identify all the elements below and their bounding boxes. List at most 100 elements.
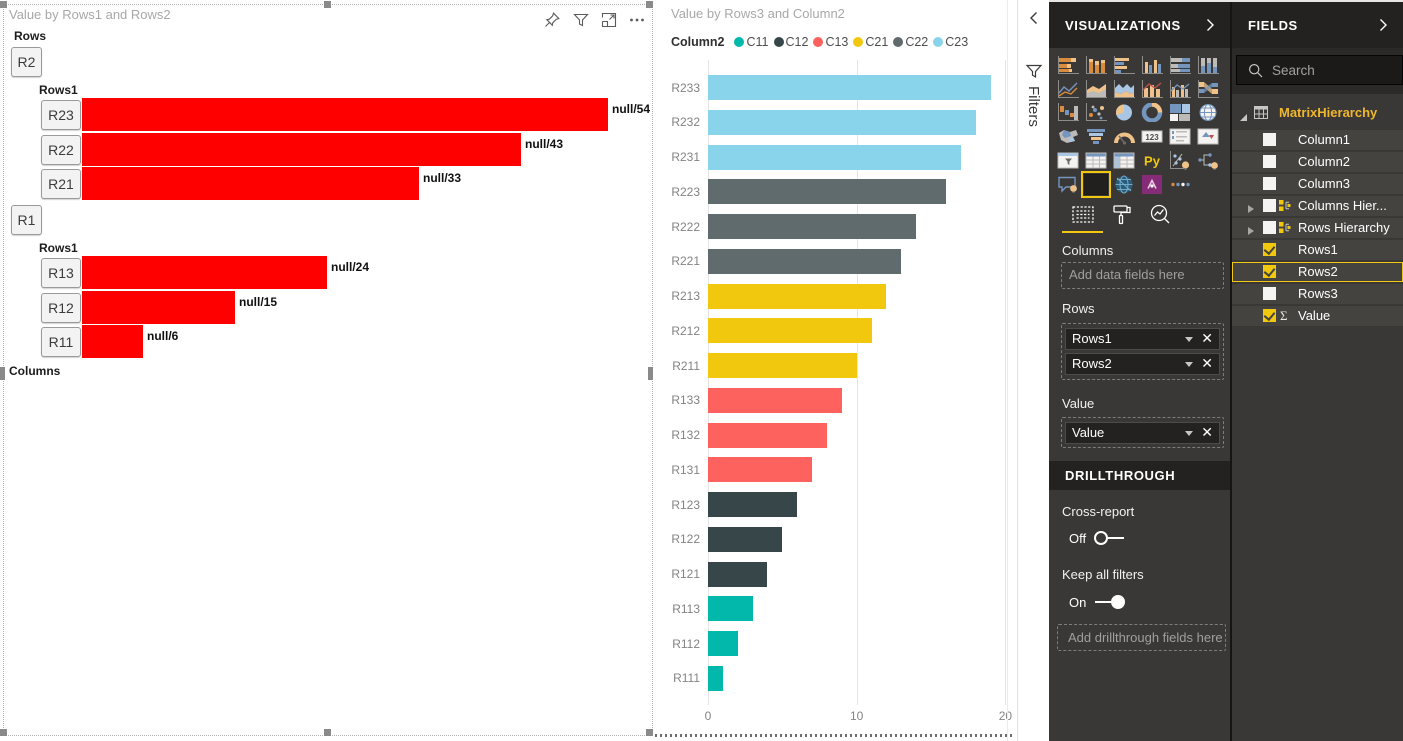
collapse-fields-chevron-icon[interactable]: [1375, 17, 1391, 33]
collapse-visualizations-chevron-icon[interactable]: [1202, 17, 1218, 33]
bar-R11[interactable]: [82, 325, 143, 359]
resize-handle-middle-right[interactable]: [648, 367, 653, 380]
legend-item-C21[interactable]: C21: [853, 35, 888, 49]
line-and-stacked-column-chart-icon[interactable]: [1140, 79, 1164, 100]
bar-R22[interactable]: [82, 132, 521, 166]
focus-mode-icon[interactable]: [601, 12, 617, 28]
python-visual-icon[interactable]: Py: [1140, 150, 1164, 171]
more-options-icon[interactable]: [629, 12, 645, 28]
drillthrough-fields-well[interactable]: Add drillthrough fields here: [1057, 624, 1226, 651]
bar-R113[interactable]: [708, 596, 753, 622]
area-chart-icon[interactable]: [1084, 79, 1108, 100]
stacked-column-chart-icon[interactable]: [1084, 55, 1108, 76]
bar-R111[interactable]: [708, 665, 723, 691]
legend-item-C12[interactable]: C12: [773, 35, 808, 49]
pie-chart-icon[interactable]: [1112, 102, 1136, 123]
key-influencers-icon[interactable]: [1168, 150, 1192, 171]
pill-remove-icon[interactable]: ✕: [1201, 424, 1213, 440]
bar-R221[interactable]: [708, 248, 902, 274]
field-checkbox[interactable]: [1263, 177, 1276, 190]
pill-remove-icon[interactable]: ✕: [1201, 330, 1213, 346]
table-node[interactable]: MatrixHierarchy: [1232, 102, 1403, 124]
field-row-Rows2[interactable]: Rows2: [1232, 262, 1403, 282]
bar-R133[interactable]: [708, 387, 842, 413]
field-checkbox[interactable]: [1263, 221, 1276, 234]
filter-icon[interactable]: [573, 12, 589, 28]
bar-R233[interactable]: [708, 75, 991, 100]
clustered-column-chart-icon[interactable]: [1140, 55, 1164, 76]
pin-icon[interactable]: [544, 11, 561, 28]
slicer-icon[interactable]: [1056, 150, 1080, 171]
category-button-R13[interactable]: R13: [41, 258, 81, 288]
card-icon[interactable]: 123: [1140, 126, 1164, 147]
bar-R23[interactable]: [82, 98, 608, 131]
bar-R121[interactable]: [708, 561, 768, 587]
table-expander-icon[interactable]: [1239, 109, 1248, 127]
resize-handle-bottom-left[interactable]: [0, 729, 7, 736]
arcgis-map-icon[interactable]: [1112, 174, 1136, 195]
matrix-icon[interactable]: [1112, 150, 1136, 171]
bar-R232[interactable]: [708, 109, 976, 135]
bar-R211[interactable]: [708, 353, 857, 378]
field-expander-icon[interactable]: [1247, 201, 1255, 219]
field-pill-Value[interactable]: Value ✕: [1065, 422, 1220, 444]
field-row-Column3[interactable]: Column3: [1232, 174, 1403, 194]
columns-field-well[interactable]: Add data fields here: [1061, 262, 1224, 289]
field-pill-Rows1[interactable]: Rows1 ✕: [1065, 328, 1220, 350]
category-button-R23[interactable]: R23: [41, 100, 81, 130]
bar-R13[interactable]: [82, 256, 327, 289]
bar-R12[interactable]: [82, 290, 235, 324]
rows-field-well[interactable]: Rows1 ✕ Rows2 ✕: [1061, 323, 1224, 380]
bar-R231[interactable]: [708, 144, 961, 170]
legend-item-C13[interactable]: C13: [813, 35, 848, 49]
line-chart-icon[interactable]: [1056, 79, 1080, 100]
field-expander-icon[interactable]: [1247, 223, 1255, 241]
value-field-well[interactable]: Value ✕: [1061, 417, 1224, 448]
field-checkbox[interactable]: [1263, 243, 1276, 256]
bar-R132[interactable]: [708, 422, 827, 448]
search-input[interactable]: Search: [1236, 55, 1403, 85]
bar-R112[interactable]: [708, 631, 738, 656]
resize-handle-bottom-middle[interactable]: [324, 729, 331, 736]
field-row-Rows-Hierarchy[interactable]: Rows Hierarchy: [1232, 218, 1403, 238]
field-row-Rows3[interactable]: Rows3: [1232, 284, 1403, 304]
pill-remove-icon[interactable]: ✕: [1201, 355, 1213, 371]
100-stacked-column-chart-icon[interactable]: [1196, 55, 1220, 76]
bar-R223[interactable]: [708, 179, 946, 205]
bar-R131[interactable]: [708, 457, 813, 483]
keep-all-filters-toggle[interactable]: On: [1069, 594, 1127, 610]
category-button-R22[interactable]: R22: [41, 134, 81, 165]
field-checkbox[interactable]: [1263, 155, 1276, 168]
resize-handle-top-left[interactable]: [0, 1, 7, 8]
scatter-chart-icon[interactable]: [1084, 102, 1108, 123]
field-row-Column1[interactable]: Column1: [1232, 130, 1403, 150]
line-and-clustered-column-chart-icon[interactable]: [1168, 79, 1192, 100]
left-visual-container[interactable]: Value by Rows1 and Rows2 Rows R2 Rows1 R23 n…: [3, 4, 653, 736]
multi-row-card-icon[interactable]: [1168, 126, 1192, 147]
resize-handle-bottom-right[interactable]: [646, 729, 653, 736]
field-row-Rows1[interactable]: Rows1: [1232, 240, 1403, 260]
field-row-Column2[interactable]: Column2: [1232, 152, 1403, 172]
pill-dropdown-caret-icon[interactable]: [1185, 362, 1193, 367]
resize-handle-top-middle[interactable]: [324, 1, 331, 8]
kpi-icon[interactable]: [1196, 126, 1220, 147]
more-visuals-icon[interactable]: [1168, 174, 1192, 195]
100-stacked-bar-chart-icon[interactable]: [1168, 55, 1192, 76]
bar-R222[interactable]: [708, 214, 917, 239]
donut-chart-icon[interactable]: [1140, 102, 1164, 123]
field-pill-Rows2[interactable]: Rows2 ✕: [1065, 353, 1220, 375]
q-and-a-icon[interactable]: [1056, 174, 1080, 195]
tab-analytics[interactable]: [1147, 202, 1173, 228]
resize-handle-middle-left[interactable]: [0, 367, 5, 380]
bar-R21[interactable]: [82, 167, 419, 201]
treemap-icon[interactable]: [1168, 102, 1192, 123]
category-button-R2[interactable]: R2: [11, 47, 42, 77]
category-button-R21[interactable]: R21: [41, 169, 81, 200]
bar-R122[interactable]: [708, 526, 783, 552]
map-icon[interactable]: [1196, 102, 1220, 123]
field-checkbox[interactable]: [1263, 199, 1276, 212]
field-row-Value[interactable]: Σ Value: [1232, 306, 1403, 326]
pill-dropdown-caret-icon[interactable]: [1185, 337, 1193, 342]
category-button-R1[interactable]: R1: [11, 205, 42, 235]
bar-R213[interactable]: [708, 283, 887, 309]
